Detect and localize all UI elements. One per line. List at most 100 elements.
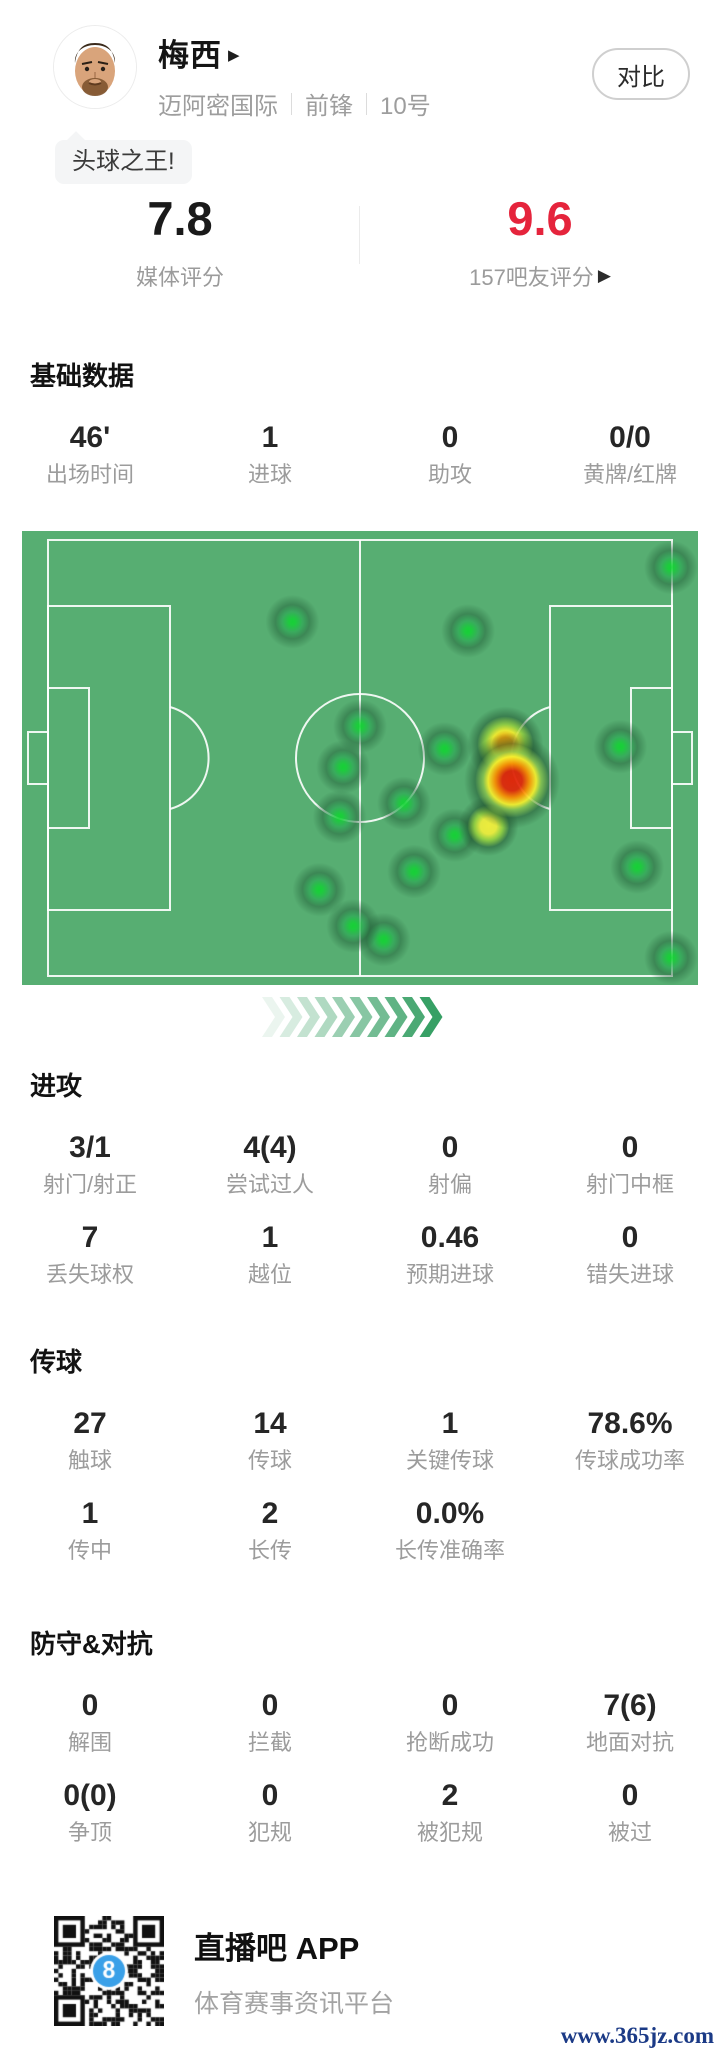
stat-cell: 2 被犯规 (360, 1778, 540, 1846)
stat-label: 传球成功率 (574, 1448, 685, 1473)
ratings-divider (359, 206, 360, 264)
stat-cell: 0/0 黄牌/红牌 (540, 420, 720, 488)
stat-value: 0 (441, 1689, 459, 1722)
stat-label: 传球 (247, 1448, 292, 1473)
stat-label: 长传准确率 (394, 1538, 505, 1563)
section-title-basic: 基础数据 (30, 361, 135, 391)
stat-value: 0 (441, 1131, 459, 1164)
meta-divider (366, 92, 367, 115)
stat-label: 地面对抗 (585, 1730, 674, 1755)
stat-label: 错失进球 (585, 1262, 674, 1287)
stat-cell: 0 抢断成功 (360, 1688, 540, 1756)
section-title-attack: 进攻 (30, 1071, 83, 1101)
stat-value: 27 (73, 1407, 107, 1440)
stat-value: 1 (261, 421, 279, 454)
media-rating: 7.8 媒体评分 (0, 192, 360, 296)
stat-value: 0 (441, 421, 459, 454)
stat-label: 拦截 (247, 1730, 292, 1755)
stat-label: 被过 (607, 1820, 652, 1845)
stat-cell: 2 长传 (180, 1496, 360, 1564)
compare-button[interactable]: 对比 (592, 48, 690, 100)
stat-cell: 1 越位 (180, 1220, 360, 1288)
stat-label: 预期进球 (405, 1262, 494, 1287)
app-name: 直播吧 APP (194, 1930, 360, 1966)
defense-stats-grid: 0 解围 0 拦截 0 抢断成功 7(6) 地面对抗 0(0) 争顶 0 犯规 2 被犯规 0 被过 (0, 1688, 720, 1846)
section-attack: 进攻 3/1 射门/射正 4(4) 尝试过人 0 射偏 0 射门中框 7 丢失球权 1 越位 0.46 预… (0, 1068, 720, 1288)
fans-rating-value: 9.6 (507, 192, 573, 245)
stat-label: 触球 (67, 1448, 112, 1473)
stat-value: 0/0 (609, 421, 651, 454)
player-position: 前锋 (305, 93, 353, 120)
stat-cell: 1 关键传球 (360, 1406, 540, 1474)
stat-value: 0 (261, 1689, 279, 1722)
stat-value: 1 (441, 1407, 459, 1440)
stat-label: 长传 (247, 1538, 292, 1563)
stat-label: 出场时间 (45, 462, 134, 487)
app-desc: 体育赛事资讯平台 (194, 1989, 395, 2018)
stat-value: 1 (81, 1497, 99, 1530)
stat-value: 3/1 (69, 1131, 111, 1164)
stat-cell: 4(4) 尝试过人 (180, 1130, 360, 1198)
stat-value: 7(6) (603, 1689, 657, 1722)
stat-label: 尝试过人 (225, 1172, 314, 1197)
fans-rating-arrow-icon: ▶ (597, 266, 611, 285)
stat-cell: 14 传球 (180, 1406, 360, 1474)
player-header: 梅西 ▶ 迈阿密国际 前锋 10号 对比 头球之王! (0, 0, 720, 188)
team-name: 迈阿密国际 (158, 93, 278, 120)
stat-cell: 1 传中 (0, 1496, 180, 1564)
player-name: 梅西 (158, 38, 222, 73)
stat-value: 4(4) (243, 1131, 297, 1164)
stat-value: 2 (261, 1497, 279, 1530)
stat-value: 0 (621, 1131, 639, 1164)
stat-label: 关键传球 (405, 1448, 494, 1473)
stat-label: 抢断成功 (405, 1730, 494, 1755)
momentum-chevrons-icon (262, 994, 458, 1040)
stat-value: 0.46 (420, 1221, 480, 1254)
stat-cell: 1 进球 (180, 420, 360, 488)
qr-code (54, 1916, 164, 2026)
heatmap-layer (22, 531, 698, 985)
stat-cell: 7 丢失球权 (0, 1220, 180, 1288)
stat-cell: 0 助攻 (360, 420, 540, 488)
stat-value: 1 (261, 1221, 279, 1254)
stat-value: 7 (81, 1221, 99, 1254)
stat-value: 2 (441, 1779, 459, 1812)
stat-cell: 7(6) 地面对抗 (540, 1688, 720, 1756)
stat-cell: 27 触球 (0, 1406, 180, 1474)
stat-value: 0 (621, 1779, 639, 1812)
stat-label: 助攻 (427, 462, 472, 487)
stat-value: 0 (261, 1779, 279, 1812)
stat-label: 解围 (67, 1730, 112, 1755)
stat-value: 46' (69, 421, 111, 454)
attack-stats-grid: 3/1 射门/射正 4(4) 尝试过人 0 射偏 0 射门中框 7 丢失球权 1 越位 0.46 预期进球… (0, 1130, 720, 1288)
section-title-defense: 防守&对抗 (30, 1629, 153, 1659)
stat-cell: 0 被过 (540, 1778, 720, 1846)
stat-value: 78.6% (587, 1407, 673, 1440)
fans-rating-label: 157吧友评分 (469, 265, 594, 290)
stat-label: 进球 (247, 462, 292, 487)
player-avatar (54, 26, 136, 108)
section-passing: 传球 27 触球 14 传球 1 关键传球 78.6% 传球成功率 1 传中 2 长传 0.0% 长传准确… (0, 1344, 720, 1564)
stat-value: 0 (81, 1689, 99, 1722)
stat-cell: 0 射偏 (360, 1130, 540, 1198)
stat-cell: 0.46 预期进球 (360, 1220, 540, 1288)
shirt-number: 10号 (380, 93, 431, 120)
stat-value: 0 (621, 1221, 639, 1254)
watermark: www.365jz.com (560, 2023, 714, 2048)
player-name-row[interactable]: 梅西 ▶ (158, 30, 240, 75)
stat-label: 传中 (67, 1538, 112, 1563)
fans-rating[interactable]: 9.6 157吧友评分 ▶ (360, 192, 720, 296)
stat-cell: 0 射门中框 (540, 1130, 720, 1198)
app-footer: 直播吧 APP 体育赛事资讯平台 (54, 1916, 720, 2026)
ratings-row: 7.8 媒体评分 9.6 157吧友评分 ▶ (0, 192, 720, 296)
player-face-illustration (54, 26, 136, 108)
player-meta: 迈阿密国际 前锋 10号 (158, 86, 431, 121)
stat-cell: 0 犯规 (180, 1778, 360, 1846)
stat-cell: 78.6% 传球成功率 (540, 1406, 720, 1474)
tag-bubble: 头球之王! (55, 140, 192, 184)
stat-cell: 0 解围 (0, 1688, 180, 1756)
media-rating-value: 7.8 (147, 192, 213, 245)
stat-label: 争顶 (67, 1820, 112, 1845)
passing-stats-grid: 27 触球 14 传球 1 关键传球 78.6% 传球成功率 1 传中 2 长传 0.0% 长传准确率 (0, 1406, 720, 1564)
